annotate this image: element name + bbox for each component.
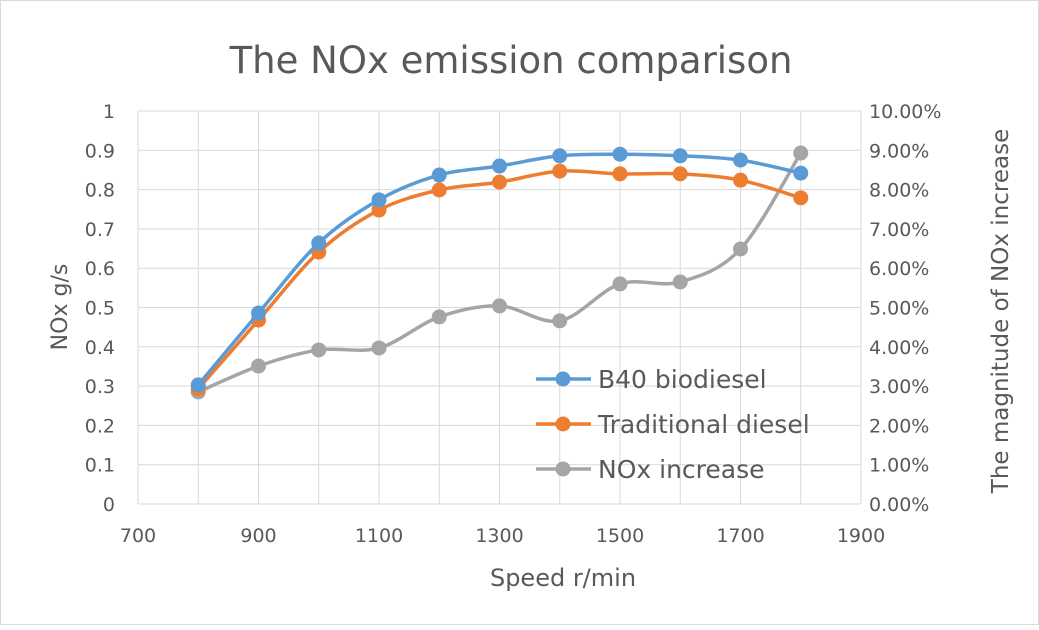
data-point	[733, 241, 748, 257]
data-point	[672, 148, 688, 164]
data-point	[612, 146, 628, 162]
y2-tick-label: 8.00%	[869, 180, 929, 202]
tick-labels: 0 0.00% 0.1 1.00% 0.2 2.00% 0.3 3.00% 0.4 4.00% 0.…	[85, 101, 942, 547]
legend: B40 biodiesel Traditional diesel NOx incre…	[536, 365, 810, 484]
x-tick-label: 700	[120, 525, 156, 547]
y-tick-label: 0	[103, 494, 115, 516]
y2-tick-label: 6.00%	[869, 258, 929, 280]
y-tick-label: 0.6	[85, 258, 115, 280]
series-lines	[190, 145, 809, 400]
y2-tick-label: 9.00%	[869, 140, 929, 162]
series-line-1	[196, 169, 802, 391]
data-point	[492, 298, 507, 314]
data-point	[612, 166, 628, 182]
y2-tick-label: 5.00%	[869, 298, 929, 320]
data-point	[190, 377, 206, 393]
data-point	[492, 174, 507, 190]
y-tick-label: 0.9	[85, 140, 115, 162]
legend-marker	[555, 461, 571, 477]
y2-tick-label: 1.00%	[869, 455, 929, 477]
legend-label: Traditional diesel	[597, 410, 810, 439]
y-tick-label: 0.5	[85, 298, 115, 320]
y-tick-label: 1	[103, 101, 115, 123]
x-tick-label: 1500	[596, 525, 644, 547]
x-tick-label: 1900	[837, 525, 885, 547]
data-point	[612, 276, 628, 292]
y-tick-label: 0.8	[85, 180, 115, 202]
data-point	[793, 165, 809, 181]
data-point	[251, 305, 266, 321]
y2-tick-label: 0.00%	[869, 494, 929, 516]
data-point	[793, 145, 809, 161]
data-point	[672, 274, 688, 290]
x-tick-label: 1700	[716, 525, 764, 547]
data-point	[371, 340, 387, 356]
data-point	[793, 190, 809, 206]
data-point	[431, 167, 447, 183]
legend-label: NOx increase	[598, 455, 765, 484]
data-point	[552, 148, 568, 164]
data-point	[251, 358, 266, 374]
y2-tick-label: 4.00%	[869, 337, 929, 359]
y-axis-label: NOx g/s	[48, 264, 73, 351]
y2-tick-label: 3.00%	[869, 376, 929, 398]
legend-label: B40 biodiesel	[598, 365, 767, 394]
y2-tick-label: 7.00%	[869, 219, 929, 241]
data-point	[552, 163, 568, 179]
chart-title: The NOx emission comparison	[229, 39, 793, 82]
legend-marker	[555, 416, 571, 432]
data-point	[492, 158, 507, 174]
data-point	[552, 313, 568, 329]
data-point	[371, 192, 387, 208]
data-point	[672, 166, 688, 182]
y-tick-label: 0.7	[85, 219, 115, 241]
x-axis-label: Speed r/min	[490, 564, 636, 592]
data-point	[431, 182, 447, 198]
series-line-0	[196, 152, 802, 387]
series-line-2	[197, 152, 803, 394]
y-tick-label: 0.2	[85, 415, 115, 437]
y2-axis-label: The magnitude of NOx increase	[988, 129, 1014, 494]
legend-marker	[555, 371, 571, 387]
x-tick-label: 900	[240, 525, 276, 547]
y2-tick-label: 2.00%	[869, 415, 929, 437]
y-tick-label: 0.1	[85, 455, 115, 477]
data-point	[311, 342, 327, 358]
y-tick-label: 0.3	[85, 376, 115, 398]
y-tick-label: 0.4	[85, 337, 115, 359]
y2-tick-label: 10.00%	[869, 101, 941, 123]
data-point	[311, 235, 327, 251]
data-point	[733, 152, 748, 168]
x-tick-label: 1300	[475, 525, 523, 547]
data-point	[431, 309, 447, 325]
data-point	[733, 172, 748, 188]
x-tick-label: 1100	[355, 525, 403, 547]
